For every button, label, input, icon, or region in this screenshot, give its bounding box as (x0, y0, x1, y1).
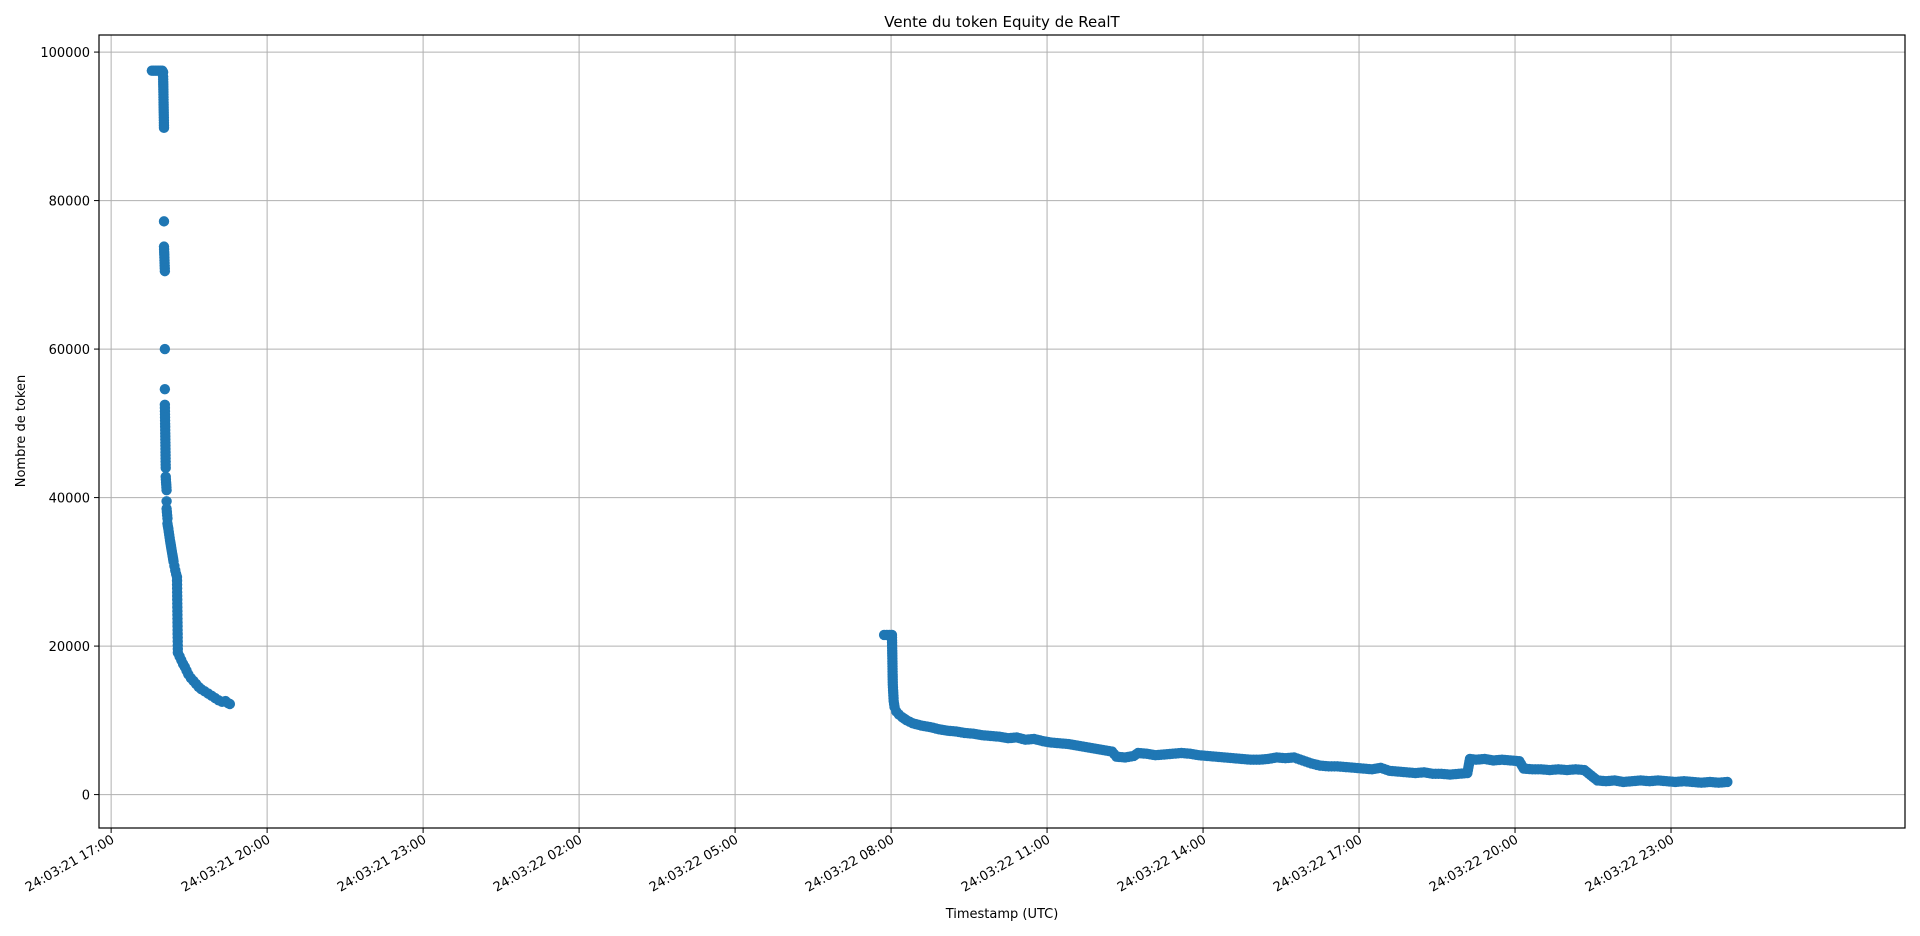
x-tick-label: 24:03:22 14:00 (1115, 832, 1209, 895)
x-tick-label: 24:03:22 17:00 (1271, 832, 1365, 895)
x-tick-label: 24:03:21 20:00 (179, 832, 273, 895)
x-tick-label: 24:03:22 05:00 (647, 832, 741, 895)
y-tick-label: 20000 (49, 640, 90, 655)
x-tick-label: 24:03:21 17:00 (23, 832, 117, 895)
y-tick-label: 80000 (49, 195, 90, 210)
data-point (158, 122, 170, 134)
grid (99, 35, 1905, 828)
y-tick-label: 100000 (40, 46, 90, 61)
data-point (224, 698, 236, 710)
data-point (159, 343, 171, 355)
y-tick-label: 0 (82, 789, 90, 804)
x-tick-label: 24:03:21 23:00 (335, 832, 429, 895)
data-points (146, 65, 1733, 788)
data-point (1722, 776, 1733, 788)
y-tick-label: 60000 (49, 343, 90, 358)
x-tick-label: 24:03:22 11:00 (959, 832, 1053, 895)
x-tick-label: 24:03:22 02:00 (491, 832, 585, 895)
x-axis-label: Timestamp (UTC) (945, 907, 1059, 922)
x-tick-label: 24:03:22 08:00 (803, 832, 897, 895)
y-tick-label: 40000 (49, 492, 90, 507)
data-point (159, 383, 171, 395)
data-point (161, 496, 172, 507)
x-tick-label: 24:03:22 23:00 (1583, 832, 1677, 895)
data-point (160, 462, 171, 474)
plot-frame (98, 34, 1906, 829)
chart-title: Vente du token Equity de RealT (884, 13, 1120, 31)
y-axis-label: Nombre de token (14, 375, 29, 488)
x-tick-label: 24:03:22 20:00 (1427, 832, 1521, 895)
data-point (161, 484, 172, 496)
data-point (159, 265, 171, 277)
data-point (158, 216, 170, 227)
